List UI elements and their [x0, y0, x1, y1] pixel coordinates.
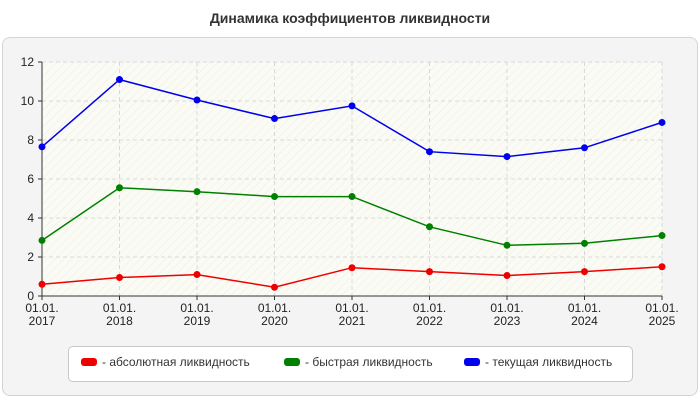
data-point: [271, 115, 278, 123]
x-tick-label-line: 2018: [106, 314, 133, 328]
legend-item-absolute: - абсолютная ликвидность: [81, 355, 250, 369]
legend-item-quick: - быстрая ликвидность: [284, 355, 433, 369]
data-point: [348, 102, 356, 110]
data-point: [116, 76, 123, 84]
data-point: [193, 96, 201, 104]
legend-label-current: - текущая ликвидность: [485, 355, 613, 369]
y-tick-label: 12: [21, 55, 35, 69]
data-point: [658, 232, 666, 240]
y-tick-label: 4: [27, 211, 34, 225]
x-tick-label: 01.01. 2025: [645, 301, 678, 328]
legend-item-current: - текущая ликвидность: [464, 355, 612, 369]
data-point: [503, 153, 511, 161]
legend-label-absolute: - абсолютная ликвидность: [102, 355, 250, 369]
y-tick-label: 2: [27, 250, 34, 264]
x-tick-label-line: 01.01.: [103, 301, 136, 315]
data-point: [348, 264, 356, 272]
data-point: [193, 188, 201, 196]
x-tick-label-line: 01.01.: [258, 301, 291, 315]
x-tick-label: 01.01. 2018: [103, 301, 136, 328]
data-point: [503, 272, 511, 280]
data-point: [271, 283, 278, 291]
legend: - абсолютная ликвидность - быстрая ликви…: [68, 346, 633, 382]
data-point: [348, 193, 356, 201]
y-tick-label: 0: [27, 289, 34, 303]
chart-title: Динамика коэффициентов ликвидности: [209, 10, 491, 26]
data-point: [38, 236, 46, 244]
x-tick-label-line: 2020: [261, 314, 288, 328]
data-point: [271, 193, 278, 201]
x-tick-label: 01.01. 2022: [413, 301, 446, 328]
x-tick-label-line: 01.01.: [335, 301, 368, 315]
data-point: [38, 143, 46, 151]
data-point: [581, 268, 588, 276]
x-tick-label-line: 2019: [184, 314, 211, 328]
data-point: [581, 144, 588, 152]
x-tick-label-line: 01.01.: [490, 301, 523, 315]
data-point: [581, 239, 588, 247]
x-tick-label-line: 2022: [416, 314, 443, 328]
x-tick-label-line: 01.01.: [413, 301, 446, 315]
data-point: [426, 148, 433, 156]
x-tick-label-line: 2023: [494, 314, 521, 328]
x-tick-label: 01.01. 2024: [568, 301, 601, 328]
x-tick-label: 01.01. 2019: [180, 301, 213, 328]
legend-swatch-quick: [284, 358, 300, 366]
x-tick-label-line: 01.01.: [645, 301, 678, 315]
series-layer: [38, 76, 666, 291]
data-point: [658, 118, 666, 126]
x-tick-label-line: 01.01.: [180, 301, 213, 315]
x-tick-label-line: 2025: [649, 314, 676, 328]
legend-label-quick: - быстрая ликвидность: [305, 355, 433, 369]
x-tick-label-line: 2021: [339, 314, 366, 328]
y-tick-label: 8: [27, 133, 34, 147]
x-tick-label-line: 01.01.: [568, 301, 601, 315]
legend-swatch-current: [464, 358, 480, 366]
data-point: [658, 263, 666, 271]
x-tick-label-line: 2024: [571, 314, 598, 328]
data-point: [38, 280, 46, 288]
x-tick-label-line: 2017: [29, 314, 56, 328]
x-tick-label: 01.01. 2023: [490, 301, 523, 328]
x-tick-label: 01.01. 2021: [335, 301, 368, 328]
legend-swatch-absolute: [81, 358, 97, 366]
data-point: [193, 271, 201, 279]
data-point: [503, 241, 511, 249]
y-tick-label: 10: [21, 94, 35, 108]
x-tick-label: 01.01. 2017: [25, 301, 58, 328]
data-point: [426, 268, 433, 276]
x-tick-label-line: 01.01.: [25, 301, 58, 315]
y-tick-label: 6: [27, 172, 34, 186]
data-point: [116, 184, 123, 192]
data-point: [116, 273, 123, 281]
data-point: [426, 223, 433, 231]
x-tick-label: 01.01. 2020: [258, 301, 291, 328]
grid: [42, 61, 663, 296]
